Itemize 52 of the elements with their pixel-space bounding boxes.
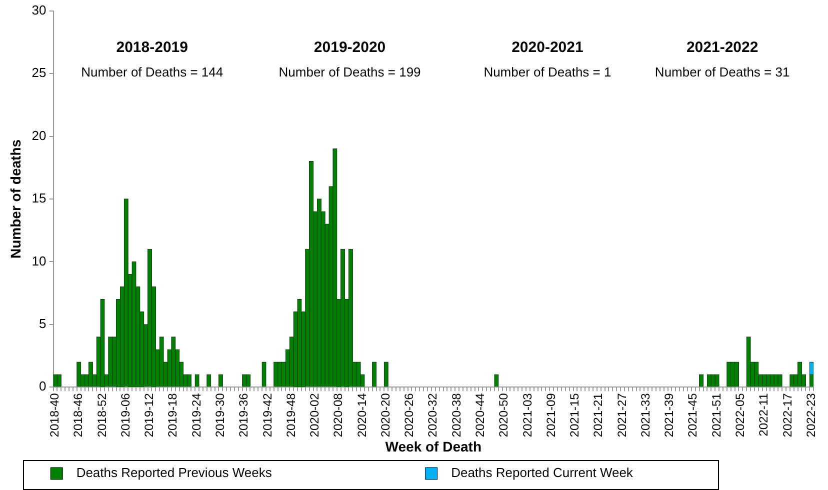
x-tick-label: 2019-18 — [166, 392, 180, 438]
legend-label: Deaths Reported Current Week — [444, 465, 778, 480]
x-tick-label: 2020-02 — [308, 392, 322, 438]
annotation: 2018-2019 — [116, 38, 188, 56]
x-tick-label: 2022-05 — [732, 392, 747, 438]
y-tick-label: 5 — [39, 316, 46, 332]
y-tick-label: 0 — [39, 378, 46, 394]
annotation: 2021-2022 — [686, 38, 758, 56]
annotation: Number of Deaths = 199 — [278, 64, 421, 80]
annotation: Number of Deaths = 31 — [654, 64, 790, 80]
x-tick-label: 2019-42 — [260, 392, 274, 438]
y-axis-title: Number of deaths — [7, 139, 24, 258]
legend-label: Deaths Reported Previous Weeks — [69, 465, 416, 480]
x-tick-label: 2019-36 — [236, 392, 251, 438]
x-tick-label: 2022-23 — [804, 392, 818, 438]
x-tick-label: 2020-50 — [496, 392, 511, 438]
x-axis-title: Week of Death — [385, 438, 482, 454]
x-tick-label: 2021-33 — [638, 392, 652, 438]
annotation: 2020-2021 — [512, 38, 584, 56]
x-tick-label: 2019-30 — [212, 392, 227, 438]
x-tick-label: 2018-52 — [94, 392, 109, 438]
x-tick-label: 2021-45 — [686, 392, 700, 438]
x-tick-label: 2020-44 — [472, 392, 487, 438]
annotation: Number of Deaths = 144 — [81, 64, 224, 80]
x-tick-label: 2019-06 — [118, 392, 132, 438]
annotation: Number of Deaths = 1 — [484, 64, 612, 80]
x-tick-label: 2021-09 — [544, 392, 558, 438]
x-tick-label: 2019-48 — [284, 392, 298, 438]
y-tick-label: 15 — [32, 190, 46, 206]
y-tick-label: 30 — [32, 2, 46, 18]
x-tick-label: 2018-40 — [48, 392, 62, 438]
x-tick-label: 2021-21 — [591, 392, 606, 438]
x-tick-label: 2022-11 — [756, 392, 771, 436]
x-tick-label: 2022-17 — [780, 392, 794, 438]
x-tick-label: 2020-08 — [331, 392, 346, 438]
y-tick-label: 10 — [32, 253, 46, 268]
x-tick-label: 2021-39 — [662, 392, 676, 438]
annotation: 2019-2020 — [314, 38, 386, 56]
x-tick-label: 2019-12 — [142, 392, 156, 438]
x-tick-label: 2019-24 — [189, 392, 204, 438]
x-tick-label: 2020-32 — [426, 392, 440, 438]
x-tick-label: 2021-15 — [568, 392, 582, 438]
x-tick-label: 2020-14 — [354, 392, 369, 438]
y-tick-label: 20 — [32, 128, 46, 143]
x-tick-label: 2021-51 — [709, 392, 724, 438]
x-tick-label: 2018-46 — [71, 392, 86, 438]
x-tick-label: 2021-03 — [520, 392, 534, 438]
x-tick-label: 2020-26 — [402, 392, 416, 438]
x-tick-label: 2021-27 — [614, 392, 629, 438]
x-tick-label: 2020-20 — [378, 392, 392, 438]
y-tick-label: 25 — [32, 65, 46, 80]
x-tick-label: 2020-38 — [449, 392, 464, 438]
